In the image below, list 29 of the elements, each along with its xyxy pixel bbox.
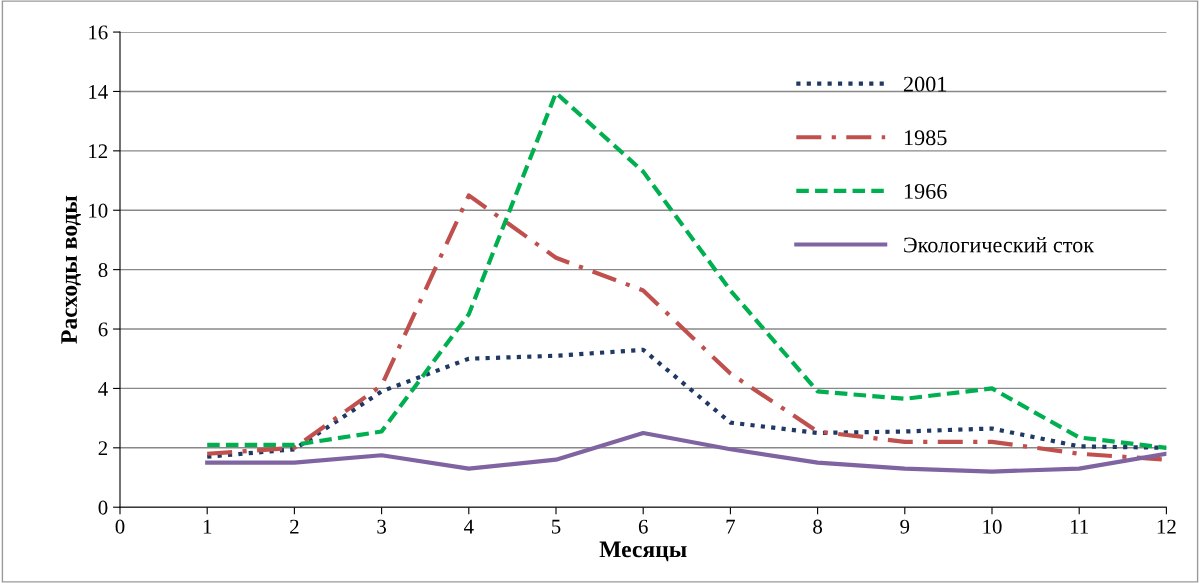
- y-tick-label: 12: [89, 144, 108, 159]
- x-tick-label: 3: [377, 519, 386, 534]
- x-tick-label: 2: [290, 519, 299, 534]
- x-tick-label: 4: [464, 519, 474, 534]
- x-tick-label: 5: [552, 519, 561, 534]
- y-tick-label: 6: [98, 322, 108, 337]
- y-tick-label: 10: [89, 203, 108, 218]
- y-axis-title: Расходы воды: [61, 195, 81, 344]
- legend-label: Экологический сток: [904, 237, 1095, 253]
- x-tick-label: 6: [638, 519, 648, 534]
- y-tick-label: 4: [98, 381, 108, 396]
- x-tick-label: 8: [813, 519, 823, 534]
- x-tick-label: 10: [983, 519, 1002, 534]
- x-tick-label: 7: [726, 519, 736, 534]
- line-series: [205, 430, 1167, 474]
- y-tick-label: 14: [89, 84, 108, 99]
- y-tick-label: 0: [98, 500, 108, 515]
- y-tick-label: 2: [98, 441, 108, 456]
- x-tick-label: 9: [900, 519, 910, 534]
- x-tick-label: 0: [115, 519, 125, 534]
- x-tick-label: 11: [1071, 519, 1088, 534]
- legend-label: 2001: [903, 76, 947, 92]
- x-axis-title: Месяцы: [599, 541, 687, 562]
- y-tick-label: 16: [89, 25, 108, 40]
- x-tick-label: 1: [203, 519, 212, 534]
- legend-label: 1966: [904, 183, 947, 199]
- x-tick-label: 12: [1157, 519, 1176, 534]
- legend-label: 1985: [904, 130, 947, 146]
- y-tick-label: 8: [98, 263, 108, 278]
